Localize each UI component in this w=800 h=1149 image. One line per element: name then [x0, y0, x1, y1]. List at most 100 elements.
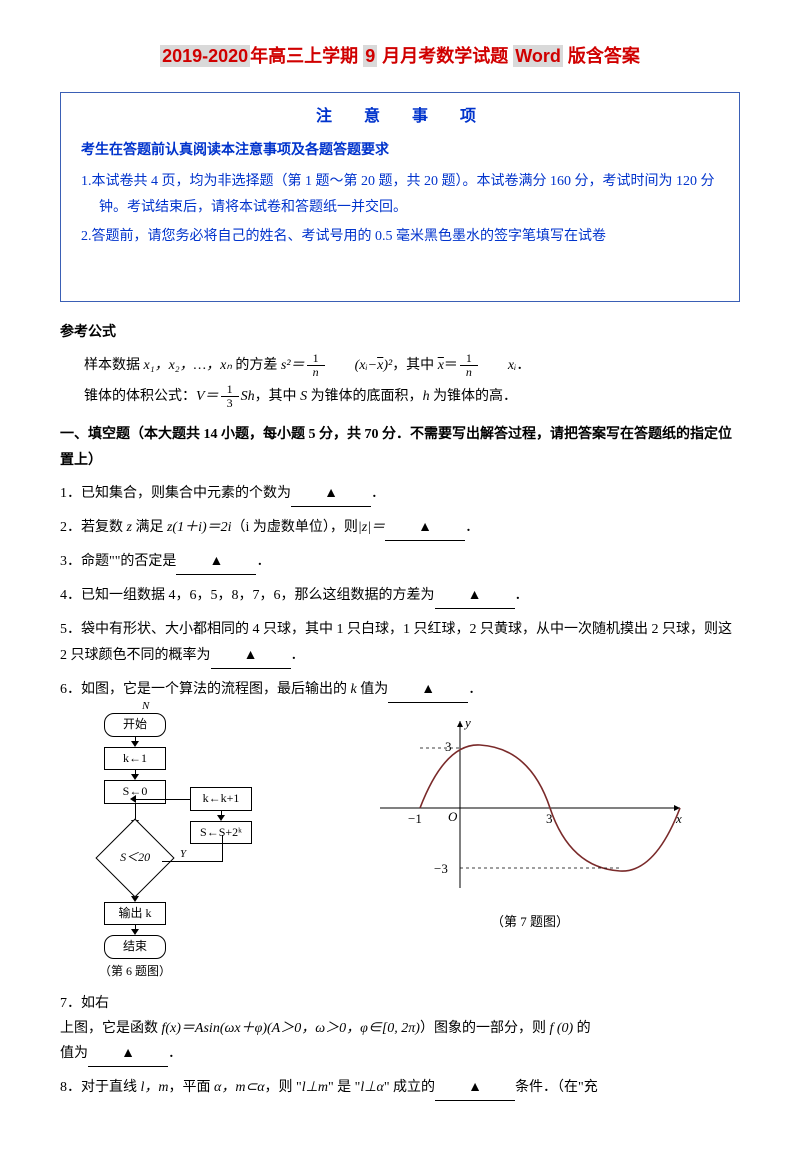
- diagram-row: 开始 k←1 S←0 S＜20 N 输出 k 结束 k←k+1 S←S+2ᵏ: [90, 713, 740, 983]
- q8-lm: l，m: [141, 1080, 169, 1095]
- flow-yes: Y: [180, 845, 186, 865]
- den-na: n: [307, 366, 325, 379]
- flow-no: N: [142, 697, 149, 717]
- p3: ．: [256, 554, 270, 569]
- tri-8: ▲: [468, 1080, 482, 1095]
- q7-fx: f(x)＝Asin(ωx＋φ)(A＞0，ω＞0，φ∈[0, 2π): [162, 1021, 420, 1036]
- frac-1n-a: 1n: [307, 352, 325, 379]
- q8f: 条件．（在"充: [515, 1080, 598, 1095]
- title-month: 9: [363, 45, 377, 67]
- math-sum: (xᵢ−: [355, 357, 378, 372]
- blank-3: ▲: [176, 549, 256, 575]
- vol-c: 为锥体的底面积，: [307, 389, 423, 404]
- question-1: 1．已知集合，则集合中元素的个数为▲．: [60, 481, 740, 507]
- title-mid: 年高三上学期: [250, 46, 358, 66]
- blank-4: ▲: [435, 583, 515, 609]
- lbl-n3: −3: [434, 861, 448, 876]
- question-2: 2．若复数 z 满足 z(1＋i)＝2i（i 为虚数单位），则|z|＝▲．: [60, 515, 740, 541]
- tri-4: ▲: [468, 588, 482, 603]
- q8c: ，则 ": [265, 1080, 302, 1095]
- tri-7: ▲: [121, 1046, 135, 1061]
- q7-f0: f (0): [549, 1021, 573, 1036]
- num-1c: 1: [221, 383, 239, 397]
- tri-5: ▲: [244, 648, 258, 663]
- math-eq: ＝: [444, 357, 458, 372]
- question-7: 7．如右 上图，它是函数 f(x)＝Asin(ωx＋φ)(A＞0，ω＞0，φ∈[…: [60, 991, 740, 1068]
- num-1a: 1: [307, 352, 325, 366]
- blank-1: ▲: [291, 481, 371, 507]
- flow-out: 输出 k: [104, 902, 166, 926]
- ref-l1c: ，其中: [392, 357, 438, 372]
- ref-l1d: ．: [516, 357, 530, 372]
- q8b: ，平面: [169, 1080, 215, 1095]
- q2c: （i 为虚数单位），则: [232, 520, 358, 535]
- blank-7: ▲: [88, 1041, 168, 1067]
- flow-cond: S＜20: [120, 847, 150, 869]
- q8d: " 是 ": [328, 1080, 360, 1095]
- notice-item-2: 2.答题前，请您务必将自己的姓名、考试号用的 0.5 毫米黑色墨水的签字笔填写在…: [81, 224, 719, 249]
- q8-lpa: l⊥α: [360, 1080, 383, 1095]
- blank-5: ▲: [211, 643, 291, 669]
- den-nb: n: [460, 366, 478, 379]
- q3a: 3．命题""的否定是: [60, 554, 176, 569]
- notice-sub: 考生在答题前认真阅读本注意事项及各题答题要求: [81, 138, 719, 163]
- lbl-n1: −1: [408, 811, 422, 826]
- section-1-heading: 一、填空题（本大题共 14 小题，每小题 5 分，共 70 分．不需要写出解答过…: [60, 422, 740, 472]
- flow-diamond: S＜20: [95, 818, 174, 897]
- q8-lpm: l⊥m: [302, 1080, 328, 1095]
- ref-l1a: 样本数据: [84, 357, 144, 372]
- q6b: 值为: [357, 682, 389, 697]
- origin: O: [448, 809, 458, 824]
- page-title: 2019-2020年高三上学期 9 月月考数学试题 Word 版含答案: [60, 40, 740, 72]
- q2-zeq: z(1＋i)＝2i: [167, 520, 232, 535]
- frac-13: 13: [221, 383, 239, 410]
- sine-curve: y x O −1 3 3 −3 （第 7 题图）: [320, 713, 740, 934]
- ref-l1b: 的方差: [232, 357, 281, 372]
- p2: ．: [465, 520, 479, 535]
- title-r3: 版含答案: [568, 46, 640, 66]
- p1: ．: [371, 486, 385, 501]
- ref-heading: 参考公式: [60, 320, 740, 345]
- p5: ．: [291, 648, 305, 663]
- q5a: 5．袋中有形状、大小都相同的 4 只球，其中 1 只白球，1 只红球，2 只黄球…: [60, 622, 732, 662]
- flow-k1: k←1: [104, 747, 166, 771]
- p7: ．: [168, 1046, 182, 1061]
- tri-3: ▲: [210, 554, 224, 569]
- q4a: 4．已知一组数据 4，6，5，8，7，6，那么这组数据的方差为: [60, 588, 435, 603]
- math-Sh: Sh: [241, 389, 255, 404]
- q1-text: 1．已知集合，则集合中元素的个数为: [60, 486, 291, 501]
- den-3: 3: [221, 397, 239, 410]
- title-r1: 月月考数学试题: [382, 46, 508, 66]
- flow-end: 结束: [104, 935, 166, 959]
- q7a: 7．如右: [60, 996, 109, 1011]
- math-S: S: [300, 389, 307, 404]
- blank-2: ▲: [385, 515, 465, 541]
- q2a: 2．若复数: [60, 520, 127, 535]
- math-V: V＝: [196, 389, 219, 404]
- blank-6: ▲: [388, 677, 468, 703]
- lbl-3t: 3: [445, 739, 452, 754]
- q8a: 8．对于直线: [60, 1080, 141, 1095]
- volume-formula: 锥体的体积公式：V＝13Sh，其中 S 为锥体的底面积，h 为锥体的高．: [84, 383, 740, 410]
- q7c: ）图象的一部分，则: [420, 1021, 550, 1036]
- p6: ．: [468, 682, 482, 697]
- variance-formula: 样本数据 x₁，x₂，…，xₙ 的方差 s²＝1n (xᵢ−x)²，其中 x＝1…: [84, 352, 740, 379]
- curve-caption: （第 7 题图）: [320, 910, 740, 933]
- math-x1: x₁，x₂，…，xₙ: [144, 357, 232, 372]
- title-year: 2019-2020: [160, 45, 250, 67]
- flow-start: 开始: [104, 713, 166, 737]
- question-3: 3．命题""的否定是 ▲ ．: [60, 549, 740, 575]
- flowchart: 开始 k←1 S←0 S＜20 N 输出 k 结束 k←k+1 S←S+2ᵏ: [90, 713, 290, 983]
- flow-ss: S←S+2ᵏ: [190, 821, 252, 845]
- question-6: 6．如图，它是一个算法的流程图，最后输出的 k 值为▲．: [60, 677, 740, 703]
- q8-alpha: α，m⊂α: [214, 1080, 265, 1095]
- math-s2: s²＝: [281, 357, 305, 372]
- q2b: 满足: [132, 520, 167, 535]
- q6a: 6．如图，它是一个算法的流程图，最后输出的: [60, 682, 351, 697]
- vol-a: 锥体的体积公式：: [84, 389, 196, 404]
- curve-svg: y x O −1 3 3 −3: [370, 713, 690, 893]
- tri-6: ▲: [421, 682, 435, 697]
- notice-heading: 注 意 事 项: [81, 103, 719, 132]
- notice-item-1: 1.本试卷共 4 页，均为非选择题（第 1 题～第 20 题，共 20 题）。本…: [81, 169, 719, 219]
- vol-d: 为锥体的高．: [430, 389, 518, 404]
